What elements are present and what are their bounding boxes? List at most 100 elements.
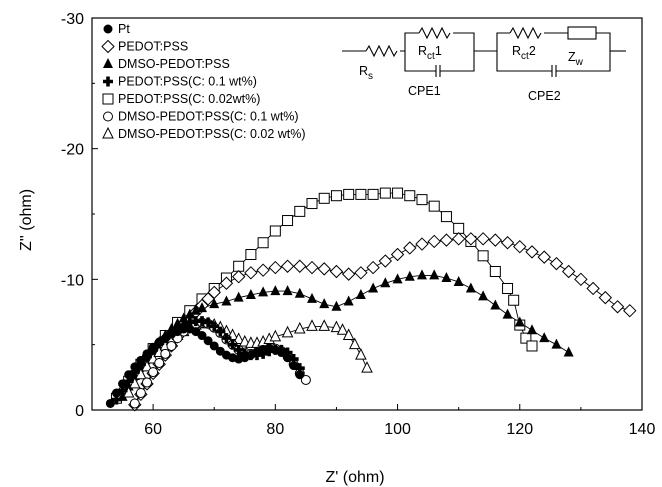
data-point [280,259,295,273]
data-point [563,346,574,357]
data-point [488,233,503,247]
data-point [415,237,429,251]
cpe2-symbol [551,65,557,77]
data-point [245,289,256,300]
legend-marker [103,76,113,87]
data-point [295,370,305,380]
legend-label: DMSO-PEDOT:PSS(C: 0.02 wt%) [118,127,306,141]
data-point [281,325,294,338]
y-tick-label: 0 [75,403,84,420]
data-point [355,188,367,200]
data-point [489,265,501,277]
data-point [477,250,489,262]
data-point [561,264,576,279]
data-point [203,336,213,346]
data-point [317,262,331,276]
data-point [403,241,417,255]
data-point [300,374,311,385]
data-point [417,269,427,280]
data-point [307,292,317,303]
data-point [178,312,189,323]
data-point [124,370,134,380]
y-tick-label: -30 [61,11,84,28]
fit-line [116,192,533,399]
data-point [209,298,220,309]
data-point [355,289,366,300]
legend-marker [103,111,113,122]
data-point [318,319,331,331]
data-point [336,323,349,335]
data-point [293,321,306,334]
data-point [227,339,238,350]
data-point [404,270,415,281]
data-point [257,237,269,249]
data-point [130,362,140,372]
data-point [111,394,122,405]
data-point [404,190,416,202]
data-point [330,320,343,333]
data-point [574,272,588,287]
data-point [190,304,201,315]
data-point [490,299,501,310]
data-point [197,331,207,341]
data-point [154,357,165,368]
data-point [197,302,207,313]
data-point [537,250,551,264]
data-point [219,276,234,290]
cpe2-label: CPE2 [528,89,561,103]
data-point [294,363,305,374]
data-point [245,249,257,261]
legend-label: DMSO-PEDOT:PSS(C: 0.1 wt%) [118,110,299,124]
data-point [416,194,428,206]
data-point [270,285,281,296]
data-point [343,295,354,306]
data-point [342,328,355,341]
data-point [269,329,282,342]
data-point [513,239,527,254]
data-point [111,388,121,398]
data-point [184,308,195,319]
data-point [319,298,330,309]
data-point [453,275,464,286]
data-point [209,341,219,351]
data-point [142,377,152,388]
data-point [136,355,146,365]
legend-label: PEDOT:PSS(C: 0.1 wt%) [118,75,257,89]
data-point [502,282,514,294]
data-point [348,337,361,350]
data-point [231,270,246,284]
data-point [129,398,140,409]
data-point [233,344,244,355]
legend-label: PEDOT:PSS(C: 0.02wt%) [118,92,260,106]
data-point [549,256,564,271]
data-point [197,316,207,327]
data-point [148,342,158,352]
data-point [293,259,307,273]
data-point [123,376,134,387]
legend-label: PEDOT:PSS [118,40,188,54]
data-point [392,187,404,199]
data-point [221,295,232,306]
data-point [306,198,318,210]
data-point [282,285,293,296]
data-point [508,294,520,306]
data-point [118,379,128,389]
data-point [527,324,537,335]
data-point [379,187,391,199]
data-point [539,332,550,343]
y-tick-label: -10 [61,272,84,289]
x-tick-label: 100 [384,421,411,438]
x-tick-label: 60 [144,421,162,438]
data-point [184,317,195,328]
x-tick-label: 80 [266,421,284,438]
data-point [623,303,637,318]
legend-label: DMSO-PEDOT:PSS [118,57,230,71]
legend-item: DMSO-PEDOT:PSS(C: 0.1 wt%) [103,110,299,124]
data-point [288,354,299,365]
data-point [331,300,342,311]
data-point [148,367,159,378]
legend-item: DMSO-PEDOT:PSS(C: 0.02 wt%) [102,126,306,141]
data-point [453,222,465,234]
cpe1-symbol [435,65,441,77]
